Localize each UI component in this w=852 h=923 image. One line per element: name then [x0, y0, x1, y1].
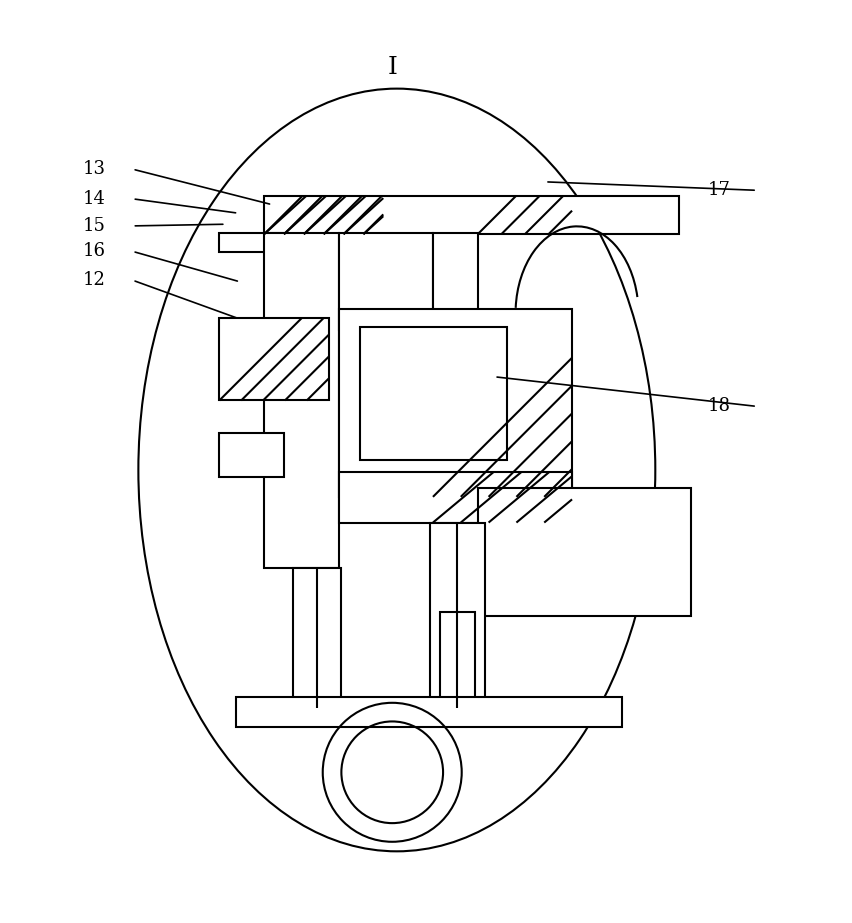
Bar [292, 569, 340, 708]
Text: 12: 12 [83, 271, 106, 289]
Bar [219, 234, 284, 252]
Bar [440, 612, 474, 713]
Bar [338, 472, 572, 522]
Text: 14: 14 [83, 190, 106, 208]
Bar [338, 234, 433, 330]
Text: 15: 15 [83, 217, 106, 235]
Bar [433, 234, 477, 330]
Bar [219, 433, 284, 476]
Bar [360, 327, 507, 461]
Text: 16: 16 [83, 243, 106, 260]
Bar [264, 196, 678, 234]
Bar [236, 697, 621, 727]
Text: 13: 13 [83, 160, 106, 178]
Ellipse shape [138, 89, 654, 851]
Text: 17: 17 [706, 181, 729, 199]
Bar [338, 308, 572, 497]
Bar [429, 522, 484, 708]
Bar [264, 234, 338, 569]
Text: 18: 18 [706, 398, 729, 415]
Bar [219, 318, 328, 401]
Text: I: I [387, 56, 397, 79]
Bar [477, 487, 690, 617]
